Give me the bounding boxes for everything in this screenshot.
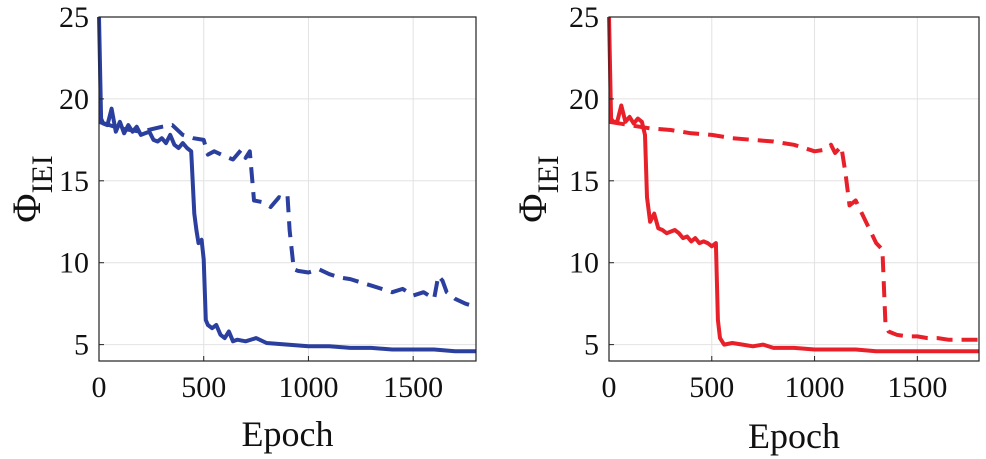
y-tick-label: 10 — [569, 247, 599, 280]
y-axis-label: ΦIEI — [510, 155, 565, 223]
y-axis-label-symbol: Φ — [4, 194, 49, 223]
dashed-series-line — [98, 119, 477, 309]
y-axis-label-subscript: IEI — [26, 155, 59, 193]
x-tick-label: 1000 — [278, 371, 338, 404]
x-axis-label: Epoch — [242, 414, 334, 454]
y-tick-label: 25 — [569, 1, 599, 34]
y-tick-label: 5 — [584, 329, 599, 362]
x-tick-label: 0 — [92, 371, 107, 404]
right-chart-panel: 0 500 1000 1500 5 10 15 20 25 Epoch ΦIEI — [510, 1, 980, 456]
x-tick-label: 1500 — [383, 371, 443, 404]
y-tick-label: 5 — [74, 329, 89, 362]
y-tick-label: 20 — [59, 83, 89, 116]
x-tick-label: 500 — [689, 371, 734, 404]
x-tick-label: 1000 — [785, 371, 845, 404]
x-tick-label: 1500 — [887, 371, 947, 404]
y-tick-label: 15 — [59, 165, 89, 198]
left-chart-panel: 0 500 1000 1500 5 10 15 20 25 Epoch ΦIEI — [4, 1, 477, 454]
y-axis-label-symbol: Φ — [510, 194, 555, 223]
y-tick-label: 20 — [569, 83, 599, 116]
x-tick-label: 0 — [602, 371, 617, 404]
dashed-series-line — [608, 119, 979, 342]
axes-frame — [608, 16, 980, 362]
y-axis-label: ΦIEI — [4, 155, 59, 223]
solid-series-line — [607, 16, 979, 354]
x-axis-label: Epoch — [748, 416, 840, 456]
y-axis-label-subscript: IEI — [532, 155, 565, 193]
y-tick-label: 25 — [59, 1, 89, 34]
y-tick-label: 15 — [569, 165, 599, 198]
y-tick-label: 10 — [59, 247, 89, 280]
solid-series-line — [97, 16, 476, 354]
axes-frame — [98, 16, 477, 362]
x-tick-label: 500 — [181, 371, 226, 404]
